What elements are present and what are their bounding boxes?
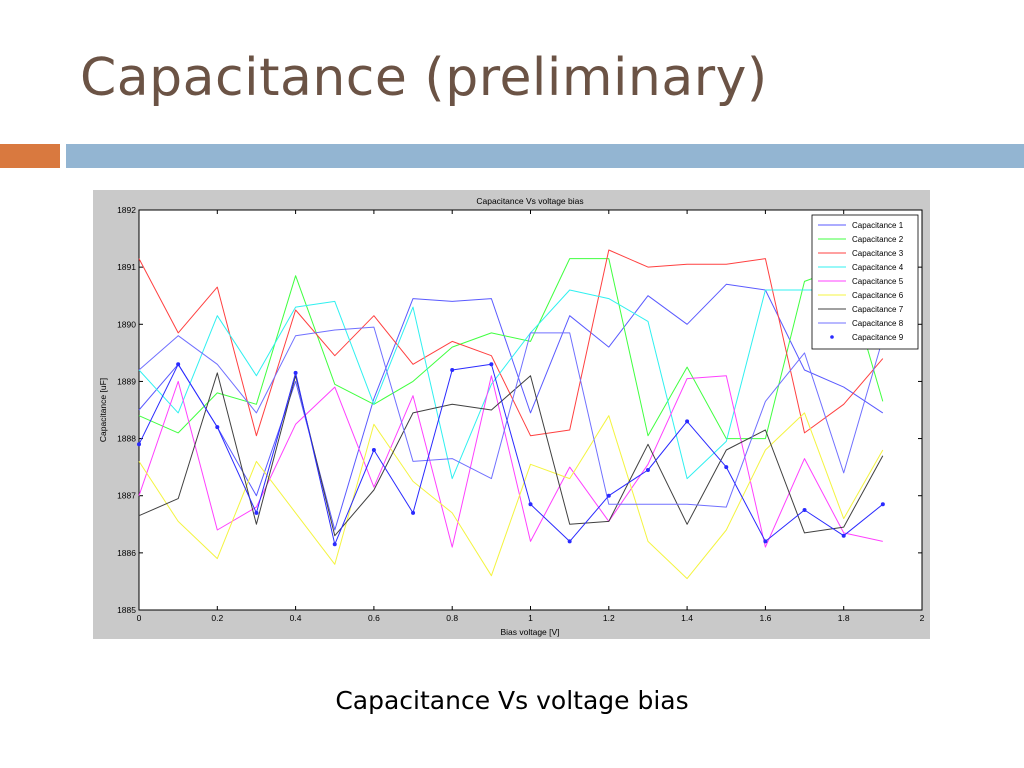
x-axis-label: Bias voltage [V] bbox=[500, 627, 559, 637]
series-line-2 bbox=[138, 258, 884, 440]
y-tick-label: 1890 bbox=[117, 319, 136, 329]
series-9-point bbox=[724, 465, 729, 470]
legend-label: Capacitance 2 bbox=[852, 235, 904, 244]
x-tick-label: 1 bbox=[528, 613, 533, 623]
series-9-point bbox=[528, 502, 533, 507]
y-tick-label: 1891 bbox=[117, 262, 136, 272]
series-line-1 bbox=[138, 283, 884, 531]
y-axis-label: Capacitance [uF] bbox=[98, 378, 108, 442]
series-9-point bbox=[371, 448, 376, 452]
x-tick-label: 1.2 bbox=[603, 613, 615, 623]
legend-marker bbox=[830, 335, 834, 339]
series-9-point bbox=[567, 539, 572, 544]
legend: Capacitance 1 Capacitance 2 Capacitance 3 C… bbox=[811, 214, 919, 350]
series-9-point bbox=[606, 493, 611, 498]
y-tick-label: 1892 bbox=[117, 205, 136, 215]
series-line-5 bbox=[138, 375, 883, 548]
y-tick-label: 1885 bbox=[117, 605, 136, 615]
legend-label: Capacitance 7 bbox=[852, 305, 904, 314]
series-9-point bbox=[489, 362, 494, 367]
accent-bar-blue bbox=[66, 144, 1024, 168]
chart-title: Capacitance Vs voltage bias bbox=[476, 196, 583, 206]
legend-box bbox=[811, 214, 919, 350]
x-tick-label: 0.4 bbox=[290, 613, 302, 623]
series-line-3 bbox=[138, 249, 884, 437]
series-line-6 bbox=[138, 412, 884, 580]
x-tick-label: 1.4 bbox=[681, 613, 693, 623]
y-tick-label: 1887 bbox=[117, 491, 136, 501]
x-tick-label: 1.6 bbox=[759, 613, 771, 623]
series-9-point bbox=[645, 468, 650, 472]
chart-figure: Capacitance Vs voltage bias Bias voltage… bbox=[93, 190, 930, 639]
figure-caption: Capacitance Vs voltage bias bbox=[335, 686, 689, 715]
legend-label: Capacitance 1 bbox=[852, 221, 904, 230]
series-9-point bbox=[841, 533, 846, 538]
y-tick-label: 1888 bbox=[117, 434, 136, 444]
series-9-point bbox=[176, 362, 181, 367]
legend-label: Capacitance 5 bbox=[852, 277, 904, 286]
x-tick-label: 0.2 bbox=[211, 613, 223, 623]
axis-ticks: 0 0.2 0.4 0.6 0.8 1 1.2 1.4 1.6 1.8 2 1885 1886 1887 1… bbox=[117, 205, 925, 623]
slide-title: Capacitance (preliminary) bbox=[80, 48, 768, 108]
x-tick-label: 1.8 bbox=[838, 613, 850, 623]
y-tick-label: 1889 bbox=[117, 376, 136, 386]
accent-bar-orange bbox=[0, 144, 60, 168]
x-tick-label: 2 bbox=[920, 613, 925, 623]
legend-label: Capacitance 3 bbox=[852, 249, 904, 258]
series-9-point bbox=[293, 370, 298, 375]
plot-area bbox=[138, 209, 923, 611]
x-tick-label: 0.6 bbox=[368, 613, 380, 623]
legend-label: Capacitance 8 bbox=[852, 319, 904, 328]
legend-label: Capacitance 4 bbox=[852, 263, 904, 272]
series-9-point bbox=[332, 542, 337, 547]
series-9-point bbox=[411, 510, 416, 515]
series-9-point bbox=[685, 419, 690, 424]
legend-label: Capacitance 6 bbox=[852, 291, 904, 300]
series-line-7 bbox=[138, 372, 884, 537]
legend-label: Capacitance 9 bbox=[852, 333, 904, 342]
series-9-point bbox=[254, 510, 259, 515]
series-line-8 bbox=[138, 326, 884, 508]
series-lines bbox=[137, 249, 885, 580]
series-9-point bbox=[215, 425, 220, 430]
x-tick-label: 0.8 bbox=[446, 613, 458, 623]
line-chart: Capacitance Vs voltage bias Bias voltage… bbox=[98, 196, 925, 637]
series-9-point bbox=[137, 442, 141, 447]
series-line-9 bbox=[138, 363, 884, 545]
series-9-point bbox=[880, 502, 885, 507]
series-9-point bbox=[763, 539, 768, 544]
y-tick-label: 1886 bbox=[117, 548, 136, 558]
series-line-4 bbox=[138, 289, 883, 480]
x-tick-label: 0 bbox=[137, 613, 142, 623]
series-9-point bbox=[450, 368, 455, 372]
series-9-point bbox=[802, 508, 807, 512]
